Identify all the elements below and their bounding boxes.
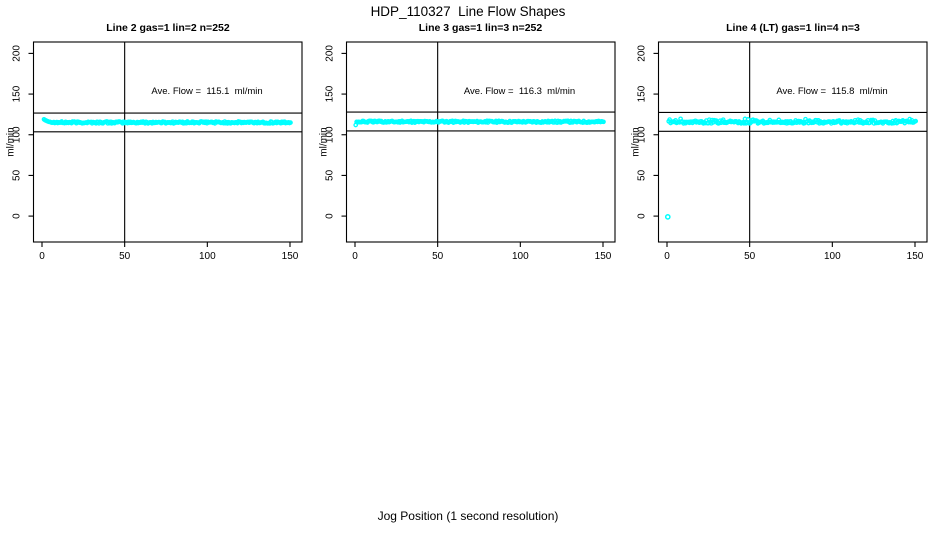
- y-tick-label: 150: [324, 85, 335, 102]
- data-point: [913, 118, 919, 124]
- data-point: [288, 120, 293, 125]
- y-tick-label: 200: [12, 45, 23, 62]
- y-tick-label: 200: [637, 45, 648, 62]
- y-tick-label: 50: [324, 169, 335, 181]
- data-points: [664, 116, 919, 220]
- ave-flow-annotation: Ave. Flow = 115.1 ml/min: [151, 86, 263, 97]
- ave-flow-annotation: Ave. Flow = 116.3 ml/min: [463, 86, 576, 97]
- panel-chart: 0 50 100 150 0 50 100 150 200: [324, 41, 616, 262]
- plot-frame: [32, 41, 303, 243]
- x-tick-label: 100: [511, 251, 528, 262]
- panel-chart: 0 50 100 150 0 50 100 150 200: [637, 41, 928, 262]
- data-points: [352, 118, 606, 128]
- data-point: [600, 119, 606, 125]
- x-tick-label: 0: [352, 251, 358, 262]
- outlier-point: [664, 214, 671, 220]
- panel-chart: 0 50 100 150 0 50 100 150 200: [12, 41, 303, 262]
- y-tick-label: 200: [324, 45, 335, 62]
- panel-line-2: Line 2 gas=1 lin=2 n=252 Ave. Flow = 115…: [0, 0, 312, 270]
- x-tick-label: 100: [824, 251, 841, 262]
- x-tick-label: 150: [594, 251, 611, 262]
- plot-frame: [657, 41, 928, 243]
- panel-line-3: Line 3 gas=1 lin=3 n=252 Ave. Flow = 116…: [313, 0, 625, 270]
- axes: 0 50 100 150 0 50 100 150 200: [324, 41, 616, 262]
- y-tick-label: 150: [637, 85, 648, 102]
- x-tick-label: 50: [432, 251, 444, 262]
- figure-title: HDP_110327 Line Flow Shapes: [370, 4, 566, 19]
- data-point: [745, 117, 751, 122]
- ave-flow-annotation: Ave. Flow = 115.8 ml/min: [776, 86, 888, 97]
- axes: 0 50 100 150 0 50 100 150 200: [12, 41, 303, 262]
- y-tick-label: 100: [324, 126, 335, 143]
- y-tick-label: 100: [637, 126, 648, 143]
- y-tick-label: 50: [637, 169, 648, 181]
- x-tick-label: 100: [199, 251, 216, 262]
- x-tick-label: 50: [744, 251, 756, 262]
- y-tick-label: 150: [12, 85, 23, 102]
- y-tick-label: 0: [324, 213, 335, 219]
- y-tick-label: 100: [12, 126, 23, 143]
- axes: 0 50 100 150 0 50 100 150 200: [637, 41, 928, 262]
- y-tick-label: 50: [12, 169, 23, 181]
- panel-title: Line 4 (LT) gas=1 lin=4 n=3: [726, 22, 860, 34]
- data-points: [41, 116, 293, 126]
- x-tick-label: 0: [39, 251, 45, 262]
- x-tick-label: 150: [907, 251, 924, 262]
- plot-frame: [345, 41, 616, 243]
- panel-title: Line 3 gas=1 lin=3 n=252: [418, 22, 543, 34]
- panel-line-4: Line 4 (LT) gas=1 lin=4 n=3 Ave. Flow = …: [625, 0, 936, 270]
- y-tick-label: 0: [12, 213, 23, 219]
- panel-title: Line 2 gas=1 lin=2 n=252: [106, 22, 230, 34]
- x-tick-label: 150: [282, 251, 299, 262]
- x-tick-label: 0: [664, 251, 670, 262]
- y-tick-label: 0: [637, 213, 648, 219]
- x-tick-label: 50: [119, 251, 131, 262]
- x-axis-label: Jog Position (1 second resolution): [377, 509, 559, 523]
